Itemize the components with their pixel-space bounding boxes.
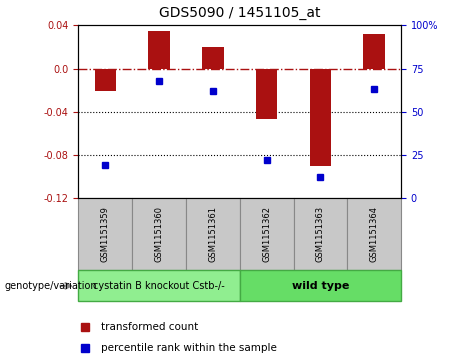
Text: genotype/variation: genotype/variation [5,281,97,291]
Bar [202,47,224,69]
Bar [78,198,132,270]
Text: transformed count: transformed count [101,322,198,332]
Text: GSM1151359: GSM1151359 [101,206,110,262]
Bar [240,198,294,270]
Bar [310,69,331,166]
Bar [148,31,170,69]
Bar [256,69,278,119]
Text: GSM1151363: GSM1151363 [316,206,325,262]
Text: GSM1151362: GSM1151362 [262,206,271,262]
Title: GDS5090 / 1451105_at: GDS5090 / 1451105_at [159,6,320,20]
Text: GSM1151361: GSM1151361 [208,206,217,262]
Text: percentile rank within the sample: percentile rank within the sample [101,343,277,354]
Bar [78,270,240,301]
Text: GSM1151360: GSM1151360 [154,206,164,262]
Text: wild type: wild type [292,281,349,291]
Bar [294,198,347,270]
Bar [132,198,186,270]
Bar [347,198,401,270]
Bar [186,198,240,270]
Bar [95,69,116,91]
Text: cystatin B knockout Cstb-/-: cystatin B knockout Cstb-/- [93,281,225,291]
Text: GSM1151364: GSM1151364 [370,206,378,262]
Bar [240,270,401,301]
Bar [363,34,385,69]
